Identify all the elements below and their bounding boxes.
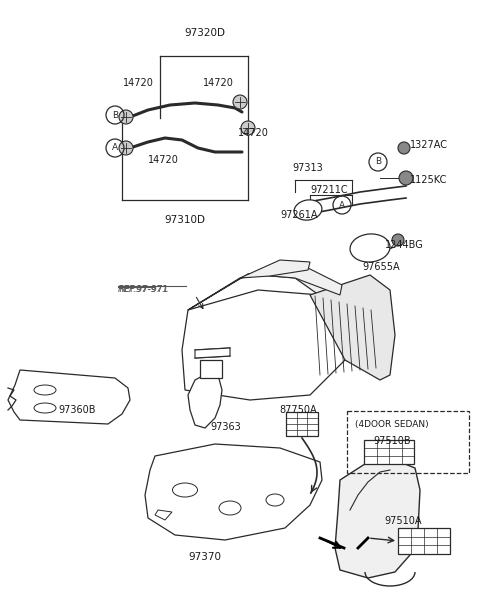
Circle shape: [241, 121, 255, 135]
Polygon shape: [8, 370, 130, 424]
Bar: [364, 440, 414, 464]
Circle shape: [119, 141, 133, 155]
Polygon shape: [335, 460, 420, 578]
Ellipse shape: [294, 200, 322, 220]
Text: 97510A: 97510A: [384, 516, 422, 526]
Text: 97360B: 97360B: [58, 405, 96, 415]
Text: 87750A: 87750A: [279, 405, 317, 415]
Circle shape: [398, 142, 410, 154]
Ellipse shape: [350, 234, 390, 262]
Text: 97211C: 97211C: [310, 185, 348, 195]
Text: 97655A: 97655A: [362, 262, 400, 272]
Text: 1327AC: 1327AC: [410, 140, 448, 150]
Text: 14720: 14720: [203, 78, 233, 88]
Polygon shape: [240, 260, 310, 278]
Circle shape: [392, 234, 404, 246]
Polygon shape: [200, 360, 222, 378]
Circle shape: [233, 95, 247, 109]
Polygon shape: [248, 268, 342, 295]
Text: 97363: 97363: [210, 422, 241, 432]
Polygon shape: [188, 372, 222, 428]
Polygon shape: [310, 275, 395, 380]
Text: REF.97-971: REF.97-971: [118, 285, 168, 294]
Text: 97310D: 97310D: [165, 215, 205, 225]
Text: 14720: 14720: [238, 128, 269, 138]
Polygon shape: [188, 270, 345, 310]
Text: A: A: [112, 143, 118, 152]
Circle shape: [399, 171, 413, 185]
Text: 14720: 14720: [148, 155, 179, 165]
Text: B: B: [375, 158, 381, 167]
Text: 97320D: 97320D: [184, 28, 226, 38]
Text: 1244BG: 1244BG: [385, 240, 424, 250]
Text: REF.97-971: REF.97-971: [118, 285, 169, 294]
Text: B: B: [112, 111, 118, 120]
Text: 97261A: 97261A: [280, 210, 317, 220]
Text: (4DOOR SEDAN): (4DOOR SEDAN): [355, 420, 429, 429]
Text: 97370: 97370: [189, 552, 221, 562]
Polygon shape: [145, 444, 322, 540]
Bar: [286, 412, 318, 436]
Text: 97510B: 97510B: [373, 436, 411, 446]
Polygon shape: [182, 290, 345, 400]
Text: 14720: 14720: [122, 78, 154, 88]
Circle shape: [119, 110, 133, 124]
Polygon shape: [195, 348, 230, 358]
Polygon shape: [155, 510, 172, 520]
Text: A: A: [339, 200, 345, 209]
Bar: [398, 528, 450, 554]
Text: 97313: 97313: [292, 163, 323, 173]
Text: 1125KC: 1125KC: [410, 175, 447, 185]
